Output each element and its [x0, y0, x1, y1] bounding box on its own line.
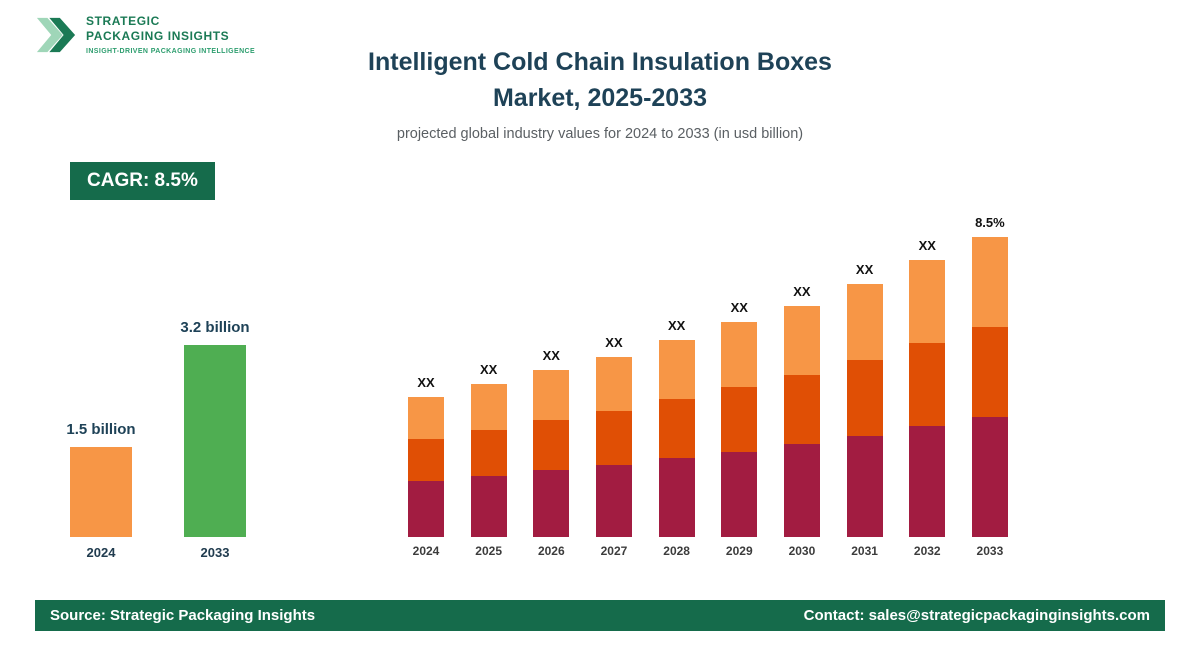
bottom-segment: [971, 417, 1008, 537]
bar-value-label: XX: [793, 284, 811, 299]
top-segment: [971, 237, 1008, 327]
middle-segment: [658, 399, 695, 458]
bottom-segment: [909, 426, 946, 537]
logo-text: STRATEGIC PACKAGING INSIGHTS INSIGHT-DRI…: [86, 12, 255, 55]
logo-line1: STRATEGIC: [86, 14, 160, 28]
mini-bar-value-label: 3.2 billion: [180, 319, 250, 336]
stacked-bar: [658, 340, 695, 537]
top-segment: [658, 340, 695, 399]
page-title-line1: Intelligent Cold Chain Insulation Boxes: [368, 48, 832, 76]
bar-column-2032: XX 2032: [909, 238, 946, 558]
mini-comparison-chart: 1.5 billion 2024 3.2 billion 2033: [66, 317, 249, 560]
bar-column-2029: XX 2029: [721, 300, 758, 558]
mini-year-label: 2033: [200, 545, 230, 560]
mini-bar: [184, 345, 246, 537]
middle-segment: [595, 411, 632, 465]
bar-column-2028: XX 2028: [658, 318, 695, 558]
year-label: 2024: [412, 544, 440, 558]
logo-tagline: INSIGHT-DRIVEN PACKAGING INTELLIGENCE: [86, 48, 256, 55]
bar-value-label: XX: [918, 238, 936, 253]
middle-segment: [909, 343, 946, 426]
bar-column-2027: XX 2027: [595, 335, 632, 558]
bottom-segment: [783, 444, 820, 537]
middle-segment: [533, 420, 570, 470]
year-label: 2025: [475, 544, 502, 558]
bar-column-2031: XX 2031: [846, 262, 883, 558]
bar-value-label: XX: [855, 262, 874, 277]
cagr-badge: CAGR: 8.5%: [70, 162, 215, 200]
logo-chevrons-icon: [36, 17, 76, 53]
bottom-segment: [595, 465, 632, 537]
year-label: 2032: [913, 544, 941, 558]
year-label: 2027: [600, 544, 628, 558]
stacked-bar: [533, 370, 570, 537]
bar-value-label: XX: [417, 375, 435, 390]
year-label: 2031: [851, 544, 878, 558]
year-label: 2028: [663, 544, 690, 558]
stacked-bar: [408, 397, 444, 537]
middle-segment: [721, 387, 758, 452]
mini-bar-column-2024: 1.5 billion 2024: [66, 421, 135, 560]
year-label: 2026: [537, 544, 565, 558]
bar-column-2030: XX 2030: [783, 284, 820, 558]
middle-segment: [783, 375, 820, 444]
bar-value-label: XX: [479, 362, 498, 377]
mini-bar: [70, 447, 132, 537]
brand-logo: STRATEGIC PACKAGING INSIGHTS INSIGHT-DRI…: [35, 12, 255, 58]
top-segment: [721, 322, 758, 387]
middle-segment: [408, 439, 444, 481]
mini-year-label: 2024: [86, 545, 116, 560]
stacked-bar: [909, 260, 946, 537]
stacked-bar: [595, 357, 632, 537]
top-segment: [533, 370, 570, 420]
main-stacked-chart: XX 2024 XX 2025 XX 2026 XX 2027 XX 2028 XX 2029 XX 20…: [408, 196, 1008, 558]
bar-value-label: XX: [605, 335, 623, 350]
mini-bar-column-2033: 3.2 billion 2033: [180, 319, 249, 560]
bottom-segment: [658, 458, 695, 537]
stacked-bar: [470, 384, 507, 537]
stacked-bar: [971, 237, 1008, 537]
stacked-bar: [783, 306, 820, 537]
top-segment: [595, 357, 632, 411]
page-subtitle: projected global industry values for 202…: [396, 125, 804, 142]
bar-value-label: XX: [667, 318, 686, 333]
bar-value-label: XX: [542, 348, 560, 363]
bar-column-2026: XX 2026: [533, 348, 570, 558]
middle-segment: [971, 327, 1008, 417]
top-segment: [783, 306, 820, 375]
bottom-segment: [470, 476, 507, 537]
logo-line2: PACKAGING INSIGHTS: [86, 29, 230, 43]
bottom-segment: [721, 452, 758, 537]
year-label: 2030: [788, 544, 816, 558]
middle-segment: [846, 360, 883, 436]
top-segment: [408, 397, 444, 439]
bar-value-label: XX: [730, 300, 748, 315]
bar-value-label: 8.5%: [975, 215, 1005, 230]
bottom-segment: [408, 481, 444, 537]
footer-bar: Source: Strategic Packaging Insights Con…: [35, 600, 1165, 631]
mini-bar-value-label: 1.5 billion: [66, 421, 136, 438]
top-segment: [909, 260, 946, 343]
stacked-bar: [846, 284, 883, 537]
year-label: 2033: [976, 544, 1004, 558]
bottom-segment: [846, 436, 883, 537]
stacked-bar: [721, 322, 758, 537]
middle-segment: [470, 430, 507, 476]
header: Intelligent Cold Chain Insulation Boxes …: [0, 44, 1200, 142]
year-label: 2029: [725, 544, 753, 558]
bottom-segment: [533, 470, 570, 537]
top-segment: [846, 284, 883, 360]
page-title-line2: Market, 2025-2033: [492, 84, 708, 113]
bar-column-2025: XX 2025: [470, 362, 507, 558]
top-segment: [470, 384, 507, 430]
footer-source: Source: Strategic Packaging Insights: [50, 607, 316, 624]
bar-column-2024: XX 2024: [408, 375, 444, 558]
bar-column-2033: 8.5% 2033: [971, 215, 1008, 558]
footer-contact: Contact: sales@strategicpackaginginsight…: [803, 607, 1150, 624]
